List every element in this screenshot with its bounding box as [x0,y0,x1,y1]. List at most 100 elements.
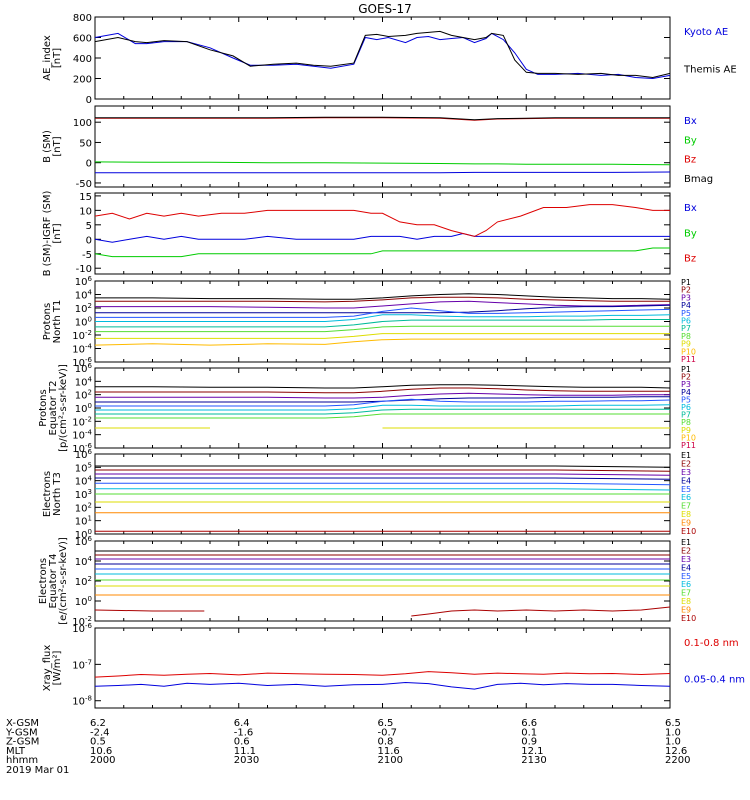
y-tick-label: 400 [73,54,92,65]
ephemeris-value: 2130 [521,755,546,766]
series-line-p2 [95,387,670,394]
y-tick-label: 10-7 [72,658,92,671]
ephemeris-value: 11.6 [378,746,400,757]
y-tick-label: 100 [75,595,92,608]
y-tick-label: 10-2 [72,329,92,342]
y-axis-label: ElectronsNorth T3 [42,471,63,517]
y-tick-label: -10 [76,264,92,275]
series-line-p4 [95,396,670,403]
series-line-e5 [95,482,671,486]
y-tick-label: 50 [79,138,92,149]
y-tick-label: 10 [79,206,92,217]
channel-label: E9 [681,519,691,528]
series-line-p6 [95,314,671,322]
series-line-0-05-0-4-nm [94,681,671,690]
series-line-e3 [95,473,671,476]
ephemeris-row-label: MLT [6,746,26,757]
panel-frame [94,540,671,622]
y-tick-label: -50 [76,179,92,190]
legend-entry: 0.05-0.4 nm [684,674,745,685]
series-line-0-1-0-8-nm [94,671,671,678]
channel-label: E4 [681,476,691,485]
channel-label: E4 [681,563,691,572]
y-tick-label: 10-6 [72,356,92,369]
series-line-bz [94,204,670,237]
channel-label: E10 [681,614,696,623]
series-line-p3 [95,392,670,399]
y-tick-label: 200 [73,75,92,86]
channel-label: P2 [681,286,691,295]
series-line-p10 [94,338,670,346]
y-tick-label: 15 [79,192,92,203]
series-line-themis-ae [94,30,671,79]
legend-entry: Kyoto AE [684,27,728,38]
y-tick-label: 10-4 [72,429,92,442]
series-line-p2 [95,296,670,303]
channel-label: P4 [681,388,691,397]
y-axis-label: ElectronsEquator T4[e/(cm²-s-sr-keV)] [38,537,69,625]
channel-label: P10 [681,433,696,442]
y-tick-label: 10-8 [72,695,92,708]
ephemeris-value: 0.6 [234,737,250,748]
ephemeris-value: 10.6 [90,746,112,757]
channel-label: P5 [681,395,691,404]
panel-bsm: -50 0 50 100 B (SM)[nT] Bx By Bz Bmag [42,105,713,190]
date-label: 2019 Mar 01 [6,765,69,776]
ephemeris-value: 6.5 [665,718,681,729]
series-line-p5 [95,398,671,407]
y-tick-label: 106 [75,535,93,548]
panel-frame [94,367,671,449]
y-tick-label: 102 [75,501,92,514]
series-line-p4 [95,304,671,314]
channel-label: E2 [681,546,691,555]
ephemeris-value: 6.5 [378,718,394,729]
y-tick-label: 104 [75,289,93,302]
panel-digrf: -10 -5 0 5 10 15 B (SM)-IGRF (SM)[nT] Bx By Bz [42,191,697,277]
y-tick-label: 100 [75,402,92,415]
ephemeris-value: 0.5 [90,737,106,748]
y-tick-label: 100 [75,528,92,541]
legend-entry: By [684,228,697,239]
ephemeris-row-label: hhmm [6,755,38,766]
channel-label: P2 [681,373,691,382]
channel-label: P5 [681,309,691,318]
y-tick-label: 106 [75,275,93,288]
y-axis-label: B (SM)[nT] [42,130,63,163]
ephemeris-value: 1.0 [665,737,681,748]
series-line-p5 [95,307,671,318]
channel-label: E3 [681,468,691,477]
series-line-by [94,247,670,258]
ephemeris-table: X-GSM 6.2 6.4 6.5 6.6 6.5 Y-GSM -2.4 -1.6 -0.7 0.1… [5,718,690,766]
channel-label: P7 [681,411,691,420]
channel-label: E5 [681,485,691,494]
y-tick-label: 100 [75,316,92,329]
series-line-p8 [95,325,670,333]
series-line-bx [95,171,671,174]
channel-label: E8 [681,597,691,606]
y-tick-label: 100 [73,118,92,129]
ephemeris-value: 6.2 [90,718,106,729]
channel-label: P6 [681,403,691,412]
channel-label: E10 [681,527,696,536]
ephemeris-row-label: Y-GSM [5,727,38,738]
channel-label: P6 [681,317,691,326]
ephemeris-value: 2100 [378,755,403,766]
y-tick-label: 103 [75,488,92,501]
panel-ae: 0 200 400 600 800 AE_index[nT] Kyoto AE Themis … [42,13,737,106]
legend-entry: Bz [684,254,696,265]
legend-entry: 0.1-0.8 nm [684,638,739,649]
legend-entry: By [684,135,697,146]
series-line-by [94,161,671,166]
channel-label: E2 [681,459,691,468]
channel-label: E9 [681,606,691,615]
series-line-p1 [95,384,671,389]
legend-entry: Bx [684,116,697,127]
series-line-e4 [95,477,671,480]
ephemeris-value: 0.1 [521,727,537,738]
y-tick-label: 0 [86,235,92,246]
y-axis-label: AE_index[nT] [42,35,63,81]
